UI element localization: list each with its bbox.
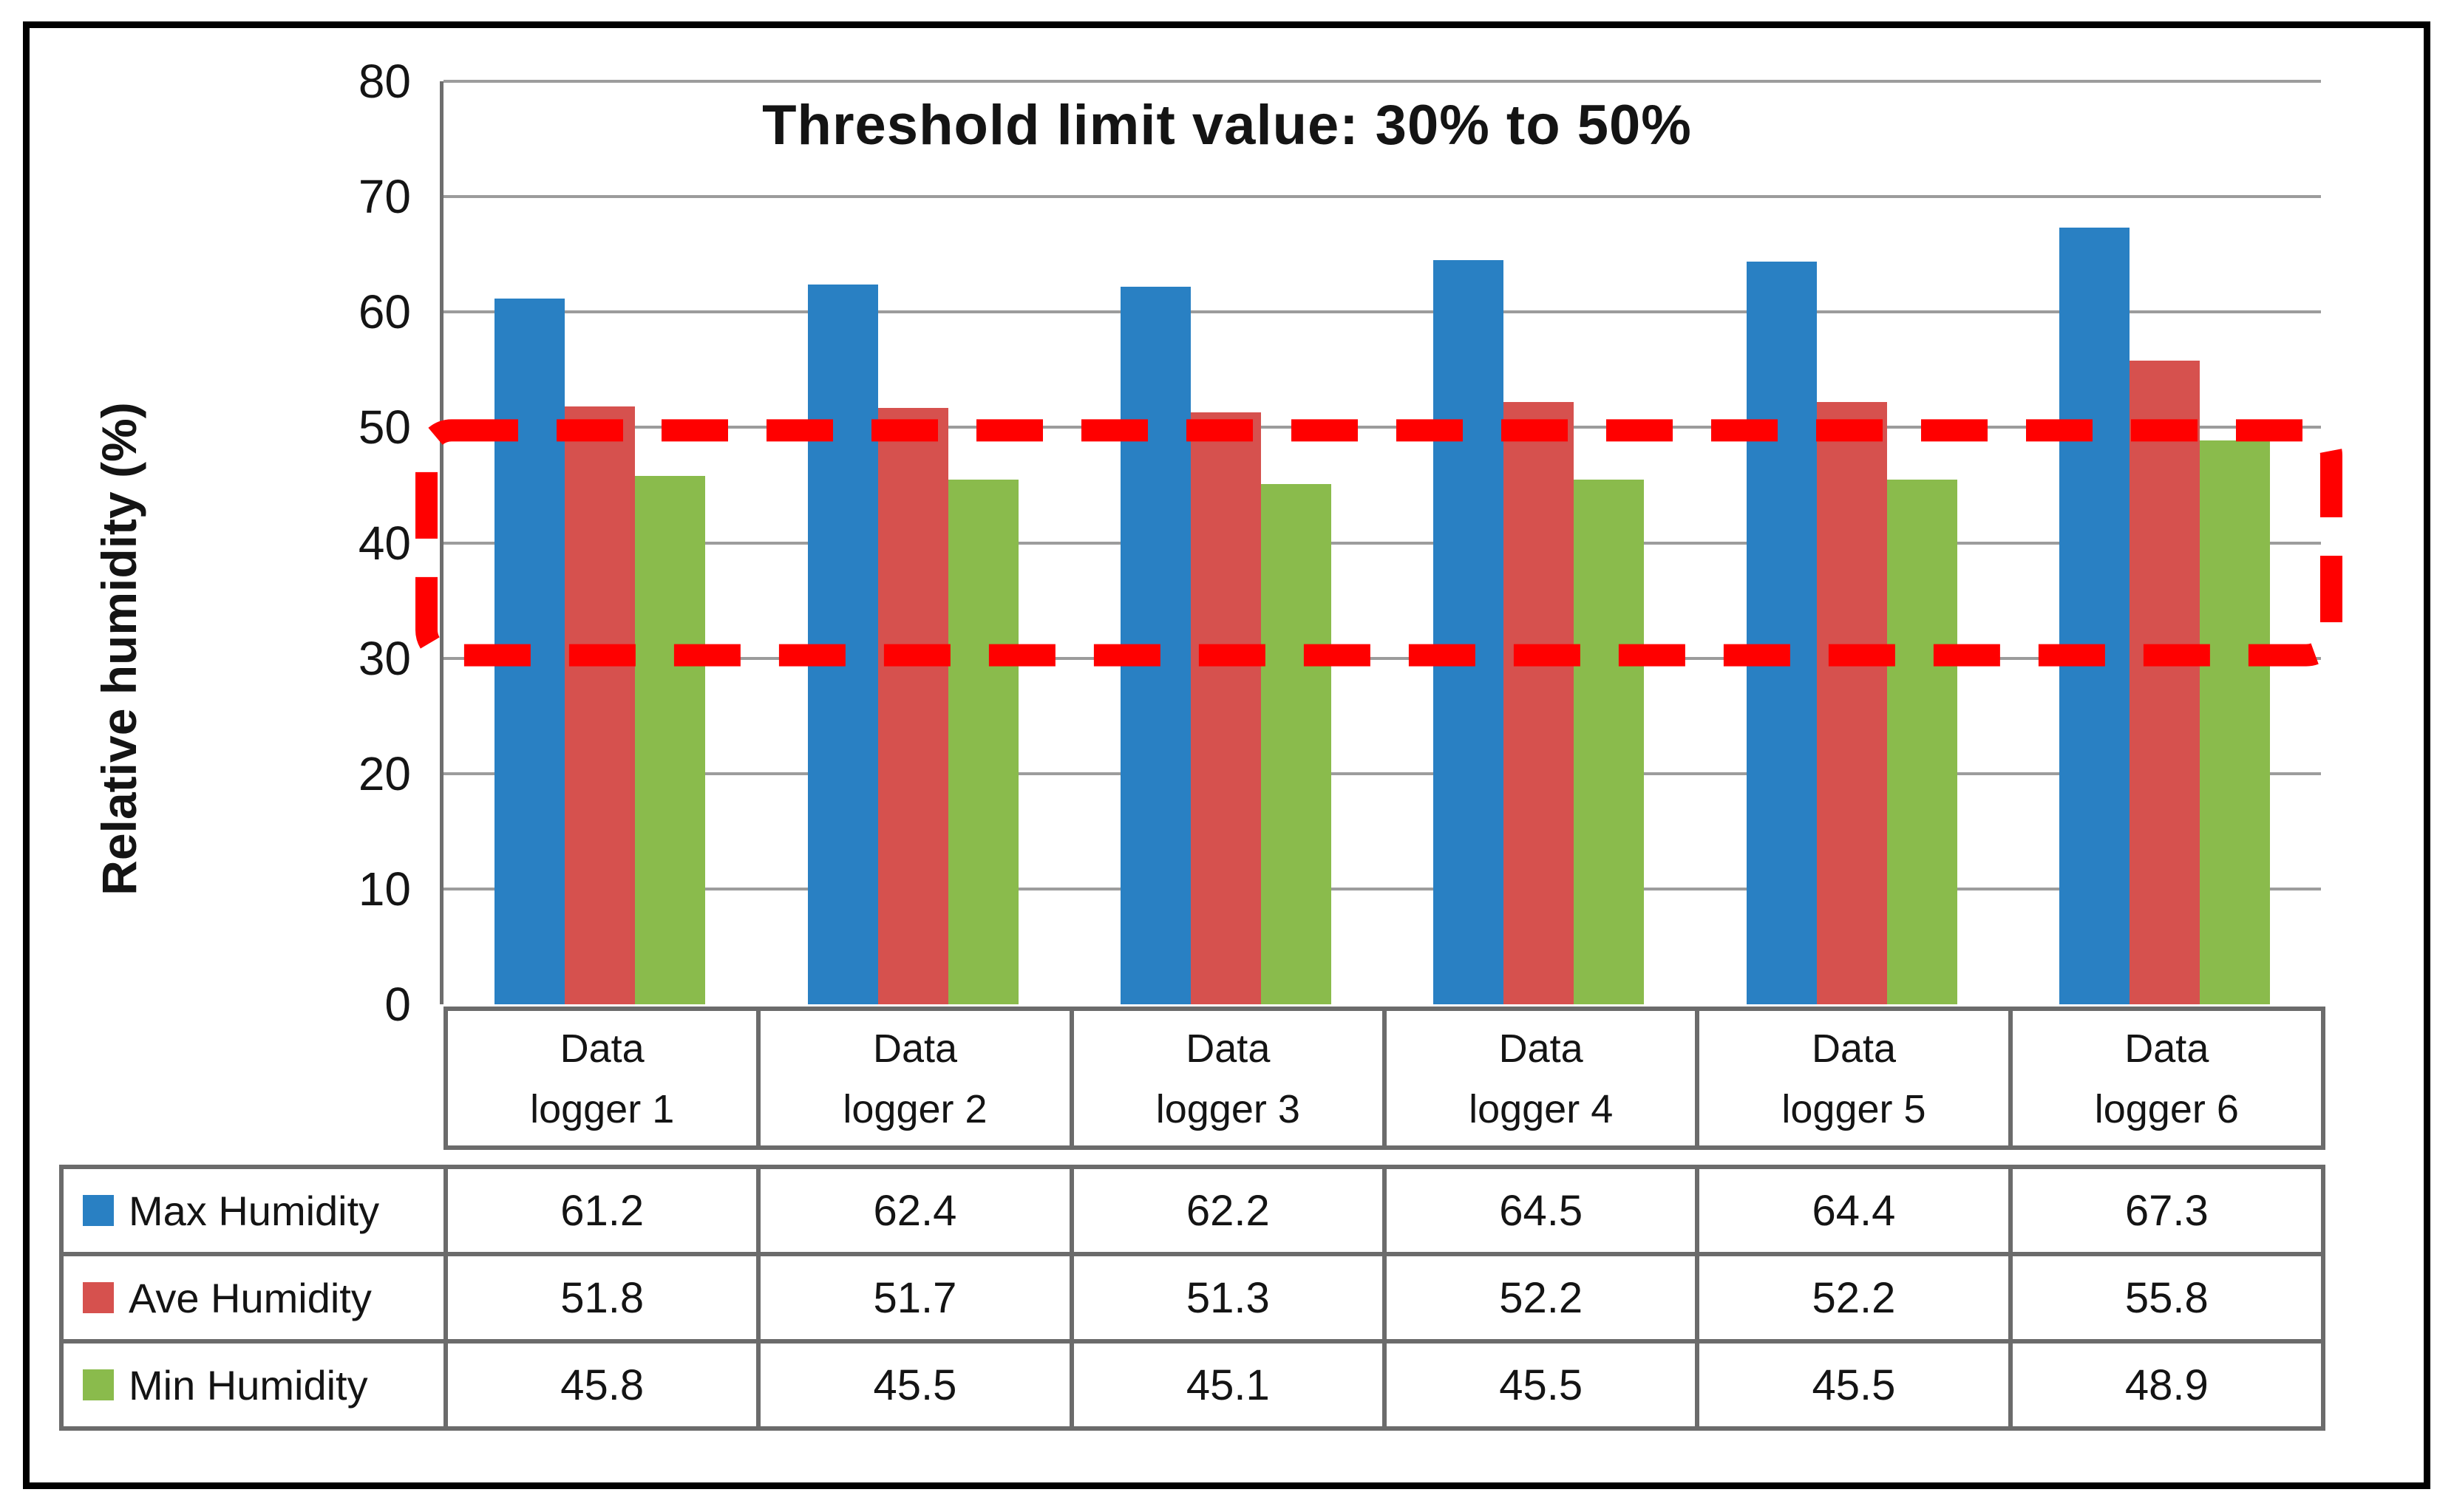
category-label: Data logger 3 (1069, 1007, 1387, 1150)
category-label-line1: Data (2124, 1026, 2209, 1071)
y-tick-label: 70 (358, 170, 411, 224)
legend-swatch-min-humidity (83, 1369, 114, 1400)
bar-max-humidity (2059, 228, 2130, 1004)
legend-cell-min-humidity: Min Humidity (59, 1339, 448, 1431)
y-tick-label: 30 (358, 631, 411, 685)
y-tick-label: 20 (358, 746, 411, 800)
bar-min-humidity (1260, 483, 1331, 1004)
bar-max-humidity (1746, 261, 1817, 1004)
table-value-cell: 45.5 (1695, 1339, 2013, 1431)
legend-label: Max Humidity (129, 1187, 380, 1234)
figure-border (23, 21, 2430, 1489)
bar-ave-humidity (1816, 402, 1887, 1004)
category-label-line1: Data (1498, 1026, 1583, 1071)
gridline (443, 656, 2321, 660)
bar-ave-humidity (877, 407, 948, 1004)
legend-cell-ave-humidity: Ave Humidity (59, 1252, 448, 1344)
y-tick-label: 40 (358, 516, 411, 570)
bar-min-humidity (1886, 479, 1957, 1004)
table-value-cell: 62.2 (1069, 1165, 1387, 1256)
category-label: Data logger 6 (2008, 1007, 2325, 1150)
category-label-line1: Data (1186, 1026, 1271, 1071)
category-label: Data logger 2 (756, 1007, 1074, 1150)
gridline (443, 195, 2321, 199)
gridline (443, 80, 2321, 83)
bar-ave-humidity (2129, 360, 2200, 1004)
y-tick-label: 80 (358, 55, 411, 108)
category-label: Data logger 4 (1382, 1007, 1700, 1150)
table-value-cell: 67.3 (2008, 1165, 2325, 1256)
legend-swatch-ave-humidity (83, 1282, 114, 1313)
category-label: Data logger 5 (1695, 1007, 2013, 1150)
table-value-cell: 51.8 (443, 1252, 761, 1344)
bar-min-humidity (1574, 479, 1645, 1004)
gridline (443, 426, 2321, 429)
table-value-cell: 64.4 (1695, 1165, 2013, 1256)
bar-min-humidity (948, 479, 1019, 1004)
bar-ave-humidity (565, 406, 636, 1004)
category-label-line2: logger 3 (1155, 1087, 1300, 1131)
category-label-line2: logger 6 (2094, 1087, 2239, 1131)
category-label-line1: Data (872, 1026, 958, 1071)
gridline (443, 772, 2321, 775)
gridline (443, 541, 2321, 545)
legend-label: Min Humidity (129, 1361, 368, 1409)
gridline (443, 887, 2321, 890)
category-label-line2: logger 4 (1469, 1087, 1614, 1131)
bar-max-humidity (1433, 259, 1504, 1004)
table-value-cell: 48.9 (2008, 1339, 2325, 1431)
legend-swatch-max-humidity (83, 1195, 114, 1226)
legend-cell-max-humidity: Max Humidity (59, 1165, 448, 1256)
y-tick-label: 0 (384, 978, 411, 1031)
bar-ave-humidity (1190, 412, 1261, 1004)
legend-label: Ave Humidity (129, 1274, 372, 1321)
y-tick-label: 50 (358, 401, 411, 454)
category-label-line2: logger 1 (530, 1087, 675, 1131)
chart-title: Threshold limit value: 30% to 50% (762, 94, 1692, 157)
bar-min-humidity (2199, 440, 2270, 1004)
table-value-cell: 45.5 (1382, 1339, 1700, 1431)
table-value-cell: 55.8 (2008, 1252, 2325, 1344)
threshold-band-rect (415, 419, 2342, 667)
y-axis-line (440, 81, 443, 1004)
category-label-line1: Data (1811, 1026, 1897, 1071)
table-value-cell: 45.5 (756, 1339, 1074, 1431)
table-value-cell: 62.4 (756, 1165, 1074, 1256)
bar-min-humidity (635, 475, 706, 1004)
category-label-line2: logger 5 (1781, 1087, 1926, 1131)
y-tick-label: 10 (358, 862, 411, 916)
category-label-line1: Data (560, 1026, 645, 1071)
table-value-cell: 51.3 (1069, 1252, 1387, 1344)
y-tick-label: 60 (358, 285, 411, 339)
gridline (443, 310, 2321, 314)
bar-ave-humidity (1503, 402, 1574, 1004)
category-label-line2: logger 2 (843, 1087, 988, 1131)
